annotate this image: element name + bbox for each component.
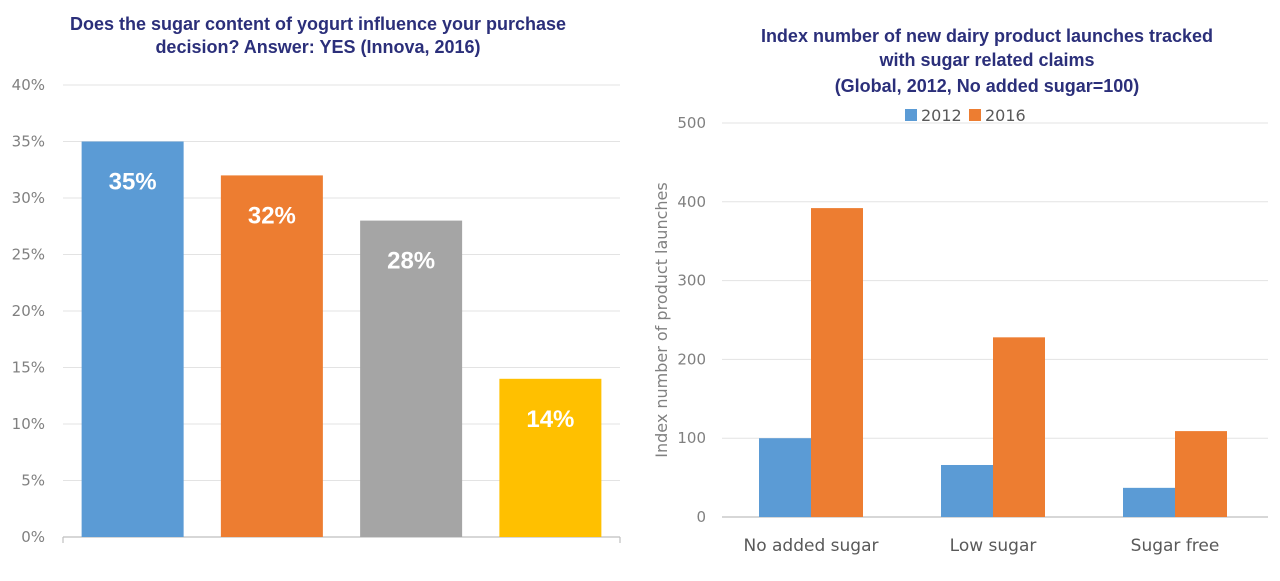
bar-2012 xyxy=(1123,487,1175,517)
y-tick-label: 20% xyxy=(12,302,45,320)
chart-title-line: (Global, 2012, No added sugar=100) xyxy=(835,76,1140,96)
bar-2016 xyxy=(1175,431,1227,517)
y-tick-label: 300 xyxy=(677,272,706,290)
bar-2016 xyxy=(993,337,1045,517)
y-tick-label: 0 xyxy=(696,508,706,526)
y-tick-label: 200 xyxy=(677,350,706,368)
y-tick-label: 100 xyxy=(677,429,706,447)
bar-2016 xyxy=(811,208,863,517)
bar-data-label: 14% xyxy=(526,406,574,433)
chart-title-line: decision? Answer: YES (Innova, 2016) xyxy=(155,37,480,57)
x-category-label: Sugar free xyxy=(1131,536,1220,556)
legend-label: 2016 xyxy=(985,106,1026,125)
bar-2012 xyxy=(941,464,993,517)
x-category-label: No added sugar xyxy=(743,536,878,556)
chart-title-line: with sugar related claims xyxy=(878,50,1094,70)
y-tick-label: 15% xyxy=(12,359,45,377)
bar xyxy=(220,175,323,537)
bar-data-label: 28% xyxy=(387,248,435,275)
bar-data-label: 35% xyxy=(109,169,157,196)
y-tick-label: 30% xyxy=(12,189,45,207)
y-tick-label: 10% xyxy=(12,415,45,433)
chart-title-line: Does the sugar content of yogurt influen… xyxy=(70,14,566,34)
y-tick-label: 500 xyxy=(677,114,706,132)
y-tick-label: 400 xyxy=(677,193,706,211)
legend-swatch xyxy=(905,109,917,121)
bar xyxy=(81,141,184,537)
y-tick-label: 35% xyxy=(12,133,45,151)
sugar-influence-chart: Does the sugar content of yogurt influen… xyxy=(12,14,621,546)
y-tick-label: 5% xyxy=(21,472,45,490)
bar-2012 xyxy=(759,438,811,517)
bar xyxy=(360,220,463,537)
y-tick-label: 40% xyxy=(12,76,45,94)
legend-label: 2012 xyxy=(921,106,962,125)
x-category-label: Low sugar xyxy=(950,536,1037,556)
bar-data-label: 32% xyxy=(248,202,296,229)
y-axis-title: Index number of product launches xyxy=(652,182,671,457)
legend-swatch xyxy=(969,109,981,121)
chart-title-line: Index number of new dairy product launch… xyxy=(761,26,1213,46)
y-tick-label: 25% xyxy=(12,246,45,264)
y-tick-label: 0% xyxy=(21,528,45,546)
bar xyxy=(499,378,602,537)
